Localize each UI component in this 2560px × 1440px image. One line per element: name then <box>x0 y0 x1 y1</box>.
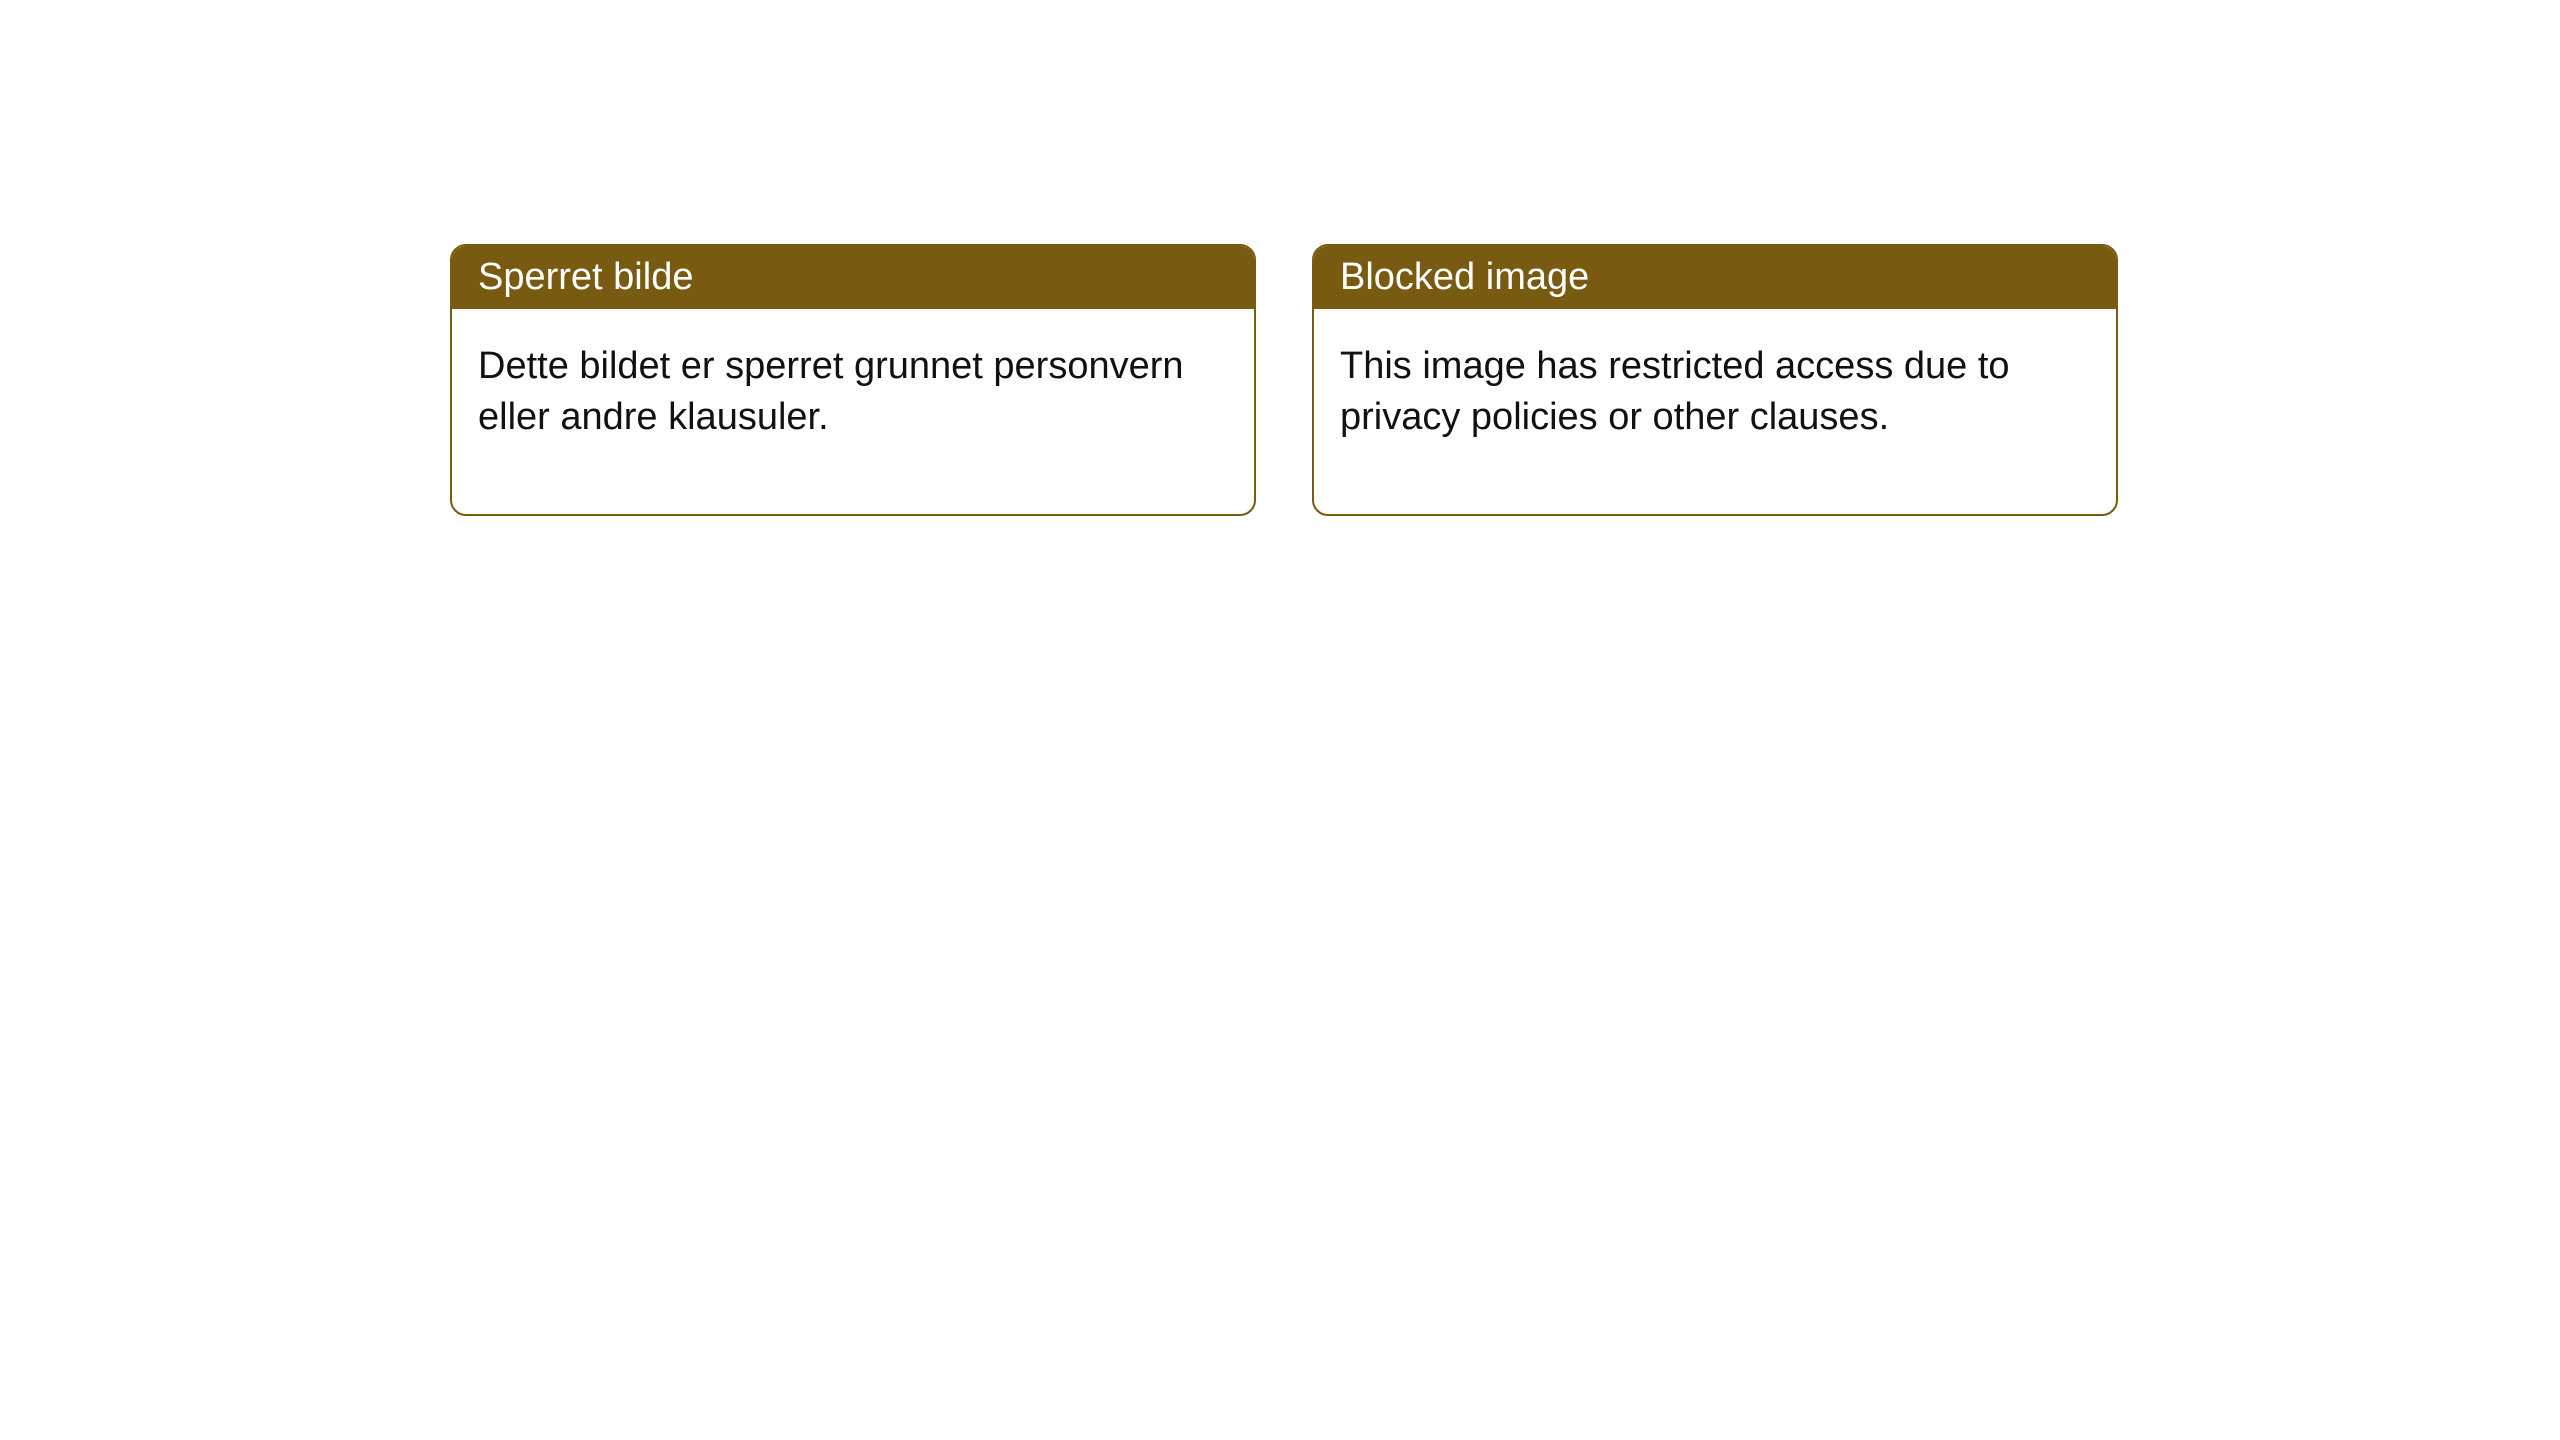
notice-body-english: This image has restricted access due to … <box>1314 309 2116 514</box>
notice-body-norwegian: Dette bildet er sperret grunnet personve… <box>452 309 1254 514</box>
notice-title-english: Blocked image <box>1314 246 2116 309</box>
notice-title-norwegian: Sperret bilde <box>452 246 1254 309</box>
notice-card-norwegian: Sperret bilde Dette bildet er sperret gr… <box>450 244 1256 516</box>
notice-container: Sperret bilde Dette bildet er sperret gr… <box>0 0 2560 516</box>
notice-card-english: Blocked image This image has restricted … <box>1312 244 2118 516</box>
